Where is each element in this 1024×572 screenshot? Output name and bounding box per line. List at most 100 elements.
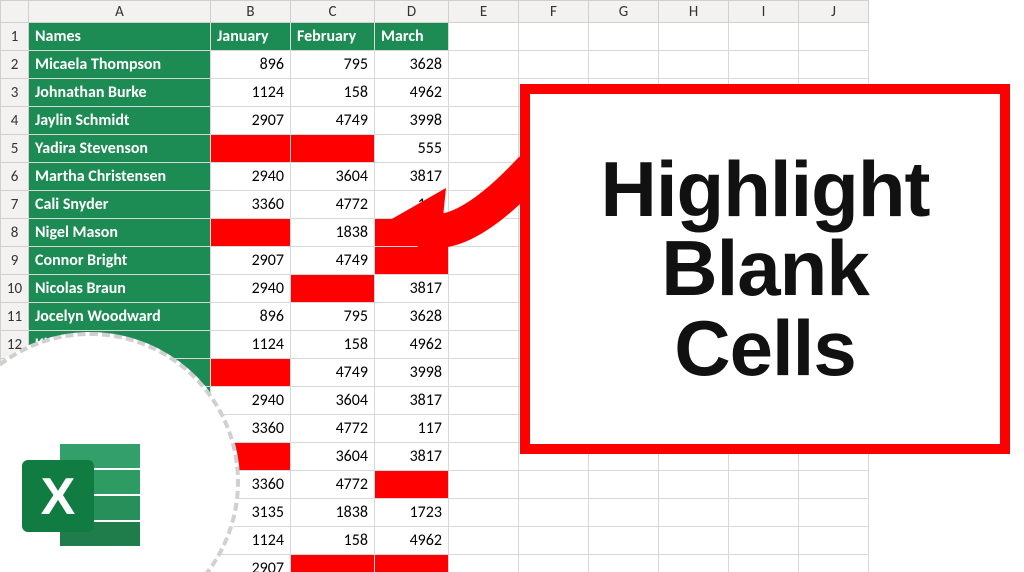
cell-C8[interactable]: 1838 [291, 219, 375, 247]
cell-D8[interactable] [375, 219, 449, 247]
cell-A1[interactable]: Names [29, 23, 211, 51]
row-header-3[interactable]: 3 [1, 79, 29, 107]
cell-I18[interactable] [729, 499, 799, 527]
cell-C1[interactable]: February [291, 23, 375, 51]
cell-A3[interactable]: Johnathan Burke [29, 79, 211, 107]
cell-F19[interactable] [519, 527, 589, 555]
cell-A8[interactable]: Nigel Mason [29, 219, 211, 247]
cell-H2[interactable] [659, 51, 729, 79]
cell-D14[interactable]: 3817 [375, 387, 449, 415]
cell-H20[interactable] [659, 555, 729, 572]
column-header-G[interactable]: G [589, 1, 659, 23]
cell-C10[interactable] [291, 275, 375, 303]
cell-G19[interactable] [589, 527, 659, 555]
cell-D5[interactable]: 555 [375, 135, 449, 163]
cell-F17[interactable] [519, 471, 589, 499]
cell-D3[interactable]: 4962 [375, 79, 449, 107]
cell-I2[interactable] [729, 51, 799, 79]
cell-B20[interactable]: 2907 [211, 555, 291, 572]
column-header-H[interactable]: H [659, 1, 729, 23]
cell-A10[interactable]: Nicolas Braun [29, 275, 211, 303]
cell-B6[interactable]: 2940 [211, 163, 291, 191]
cell-A5[interactable]: Yadira Stevenson [29, 135, 211, 163]
row-header-8[interactable]: 8 [1, 219, 29, 247]
cell-B2[interactable]: 896 [211, 51, 291, 79]
column-header-A[interactable]: A [29, 1, 211, 23]
cell-I1[interactable] [729, 23, 799, 51]
cell-E15[interactable] [449, 415, 519, 443]
cell-E17[interactable] [449, 471, 519, 499]
cell-D10[interactable]: 3817 [375, 275, 449, 303]
cell-J20[interactable] [799, 555, 869, 572]
cell-C4[interactable]: 4749 [291, 107, 375, 135]
cell-H18[interactable] [659, 499, 729, 527]
cell-E19[interactable] [449, 527, 519, 555]
cell-G18[interactable] [589, 499, 659, 527]
cell-D15[interactable]: 117 [375, 415, 449, 443]
cell-E18[interactable] [449, 499, 519, 527]
cell-B11[interactable]: 896 [211, 303, 291, 331]
cell-D6[interactable]: 3817 [375, 163, 449, 191]
cell-A6[interactable]: Martha Christensen [29, 163, 211, 191]
cell-B4[interactable]: 2907 [211, 107, 291, 135]
cell-E12[interactable] [449, 331, 519, 359]
cell-I19[interactable] [729, 527, 799, 555]
cell-E2[interactable] [449, 51, 519, 79]
cell-F18[interactable] [519, 499, 589, 527]
cell-D12[interactable]: 4962 [375, 331, 449, 359]
cell-E1[interactable] [449, 23, 519, 51]
cell-C19[interactable]: 158 [291, 527, 375, 555]
cell-B8[interactable] [211, 219, 291, 247]
cell-D13[interactable]: 3998 [375, 359, 449, 387]
column-header-B[interactable]: B [211, 1, 291, 23]
cell-A4[interactable]: Jaylin Schmidt [29, 107, 211, 135]
cell-B3[interactable]: 1124 [211, 79, 291, 107]
cell-E5[interactable] [449, 135, 519, 163]
row-header-5[interactable]: 5 [1, 135, 29, 163]
cell-D1[interactable]: March [375, 23, 449, 51]
row-header-9[interactable]: 9 [1, 247, 29, 275]
row-header-1[interactable]: 1 [1, 23, 29, 51]
cell-E13[interactable] [449, 359, 519, 387]
cell-H19[interactable] [659, 527, 729, 555]
cell-C13[interactable]: 4749 [291, 359, 375, 387]
row-header-6[interactable]: 6 [1, 163, 29, 191]
cell-J2[interactable] [799, 51, 869, 79]
cell-D18[interactable]: 1723 [375, 499, 449, 527]
cell-J18[interactable] [799, 499, 869, 527]
cell-B1[interactable]: January [211, 23, 291, 51]
cell-B7[interactable]: 3360 [211, 191, 291, 219]
cell-C6[interactable]: 3604 [291, 163, 375, 191]
cell-C16[interactable]: 3604 [291, 443, 375, 471]
cell-J17[interactable] [799, 471, 869, 499]
cell-B5[interactable] [211, 135, 291, 163]
cell-B12[interactable]: 1124 [211, 331, 291, 359]
cell-E3[interactable] [449, 79, 519, 107]
cell-C20[interactable] [291, 555, 375, 572]
select-all-corner[interactable] [1, 1, 29, 23]
cell-C7[interactable]: 4772 [291, 191, 375, 219]
cell-C11[interactable]: 795 [291, 303, 375, 331]
cell-B10[interactable]: 2940 [211, 275, 291, 303]
cell-H17[interactable] [659, 471, 729, 499]
column-header-E[interactable]: E [449, 1, 519, 23]
cell-C14[interactable]: 3604 [291, 387, 375, 415]
cell-A11[interactable]: Jocelyn Woodward [29, 303, 211, 331]
cell-G1[interactable] [589, 23, 659, 51]
cell-B13[interactable] [211, 359, 291, 387]
cell-D17[interactable] [375, 471, 449, 499]
cell-D11[interactable]: 3628 [375, 303, 449, 331]
cell-I20[interactable] [729, 555, 799, 572]
cell-E11[interactable] [449, 303, 519, 331]
cell-E6[interactable] [449, 163, 519, 191]
cell-I17[interactable] [729, 471, 799, 499]
cell-C9[interactable]: 4749 [291, 247, 375, 275]
cell-G20[interactable] [589, 555, 659, 572]
cell-F20[interactable] [519, 555, 589, 572]
cell-E10[interactable] [449, 275, 519, 303]
cell-D7[interactable]: 117 [375, 191, 449, 219]
cell-C18[interactable]: 1838 [291, 499, 375, 527]
cell-G17[interactable] [589, 471, 659, 499]
cell-D9[interactable] [375, 247, 449, 275]
cell-B14[interactable]: 2940 [211, 387, 291, 415]
